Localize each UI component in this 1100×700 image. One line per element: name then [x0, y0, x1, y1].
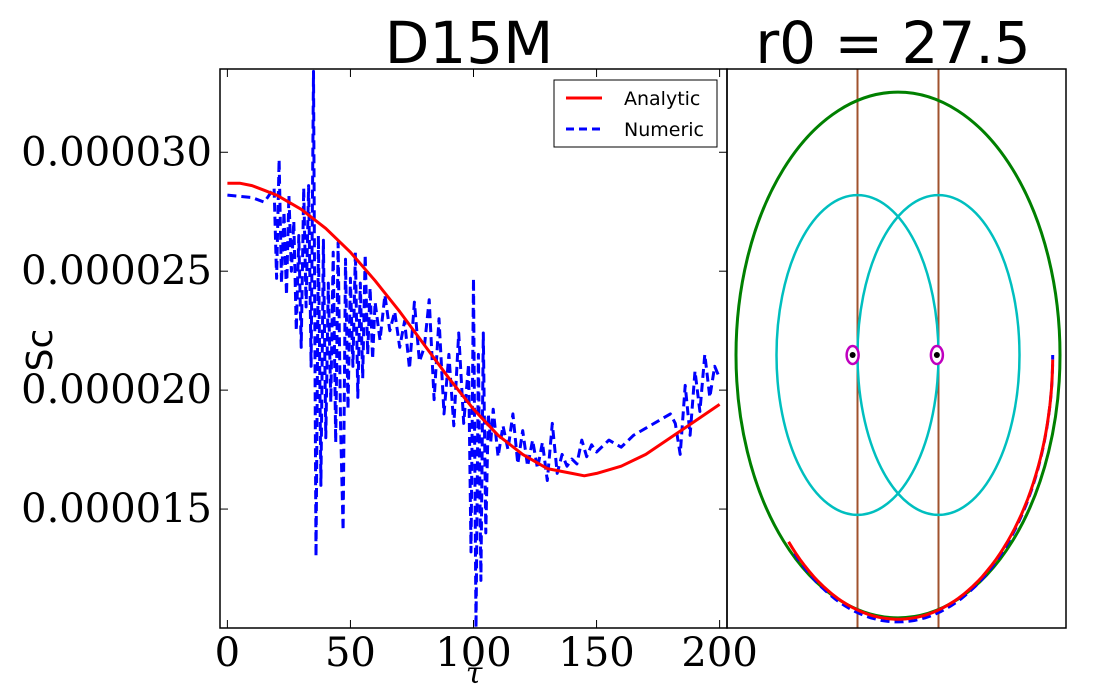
left-plot-title: D15M: [385, 9, 554, 77]
legend-label-analytic: Analytic: [624, 88, 700, 110]
y-tick-label: 0.000030: [21, 129, 212, 175]
analytic-arc: [787, 359, 1055, 621]
right-plot-frame: [726, 68, 1067, 629]
left-plot: D15M 0 50 100 150 200 0.000015 0.000020 0.00002…: [20, 9, 758, 691]
x-axis-label: τ: [466, 656, 483, 691]
left-plot-series: [227, 69, 721, 628]
y-tick-label: 0.000020: [21, 367, 212, 413]
outer-ellipse: [734, 90, 1062, 620]
point-dot: [933, 352, 940, 358]
x-tick-label: 200: [681, 630, 757, 676]
series-line-analytic: [227, 181, 721, 478]
y-axis-label: Sc: [20, 329, 61, 372]
left-plot-frame: [219, 68, 728, 629]
left-plot-ticks: 0 50 100 150 200 0.000015 0.000020 0.000025 0.00…: [21, 69, 758, 676]
legend: Analytic Numeric: [553, 79, 718, 148]
x-tick-label: 100: [435, 630, 511, 676]
right-plot-title: r0 = 27.5: [755, 9, 1030, 77]
right-plot-shapes: [734, 69, 1062, 628]
y-tick-label: 0.000015: [21, 486, 212, 532]
x-tick-label: 150: [558, 630, 634, 676]
series-line-numeric: [227, 69, 721, 628]
y-tick-label: 0.000025: [21, 248, 212, 294]
numeric-arc: [793, 354, 1055, 624]
diagram-group: [734, 69, 1062, 628]
x-tick-label: 50: [325, 630, 376, 676]
right-plot: r0 = 27.5: [726, 9, 1067, 629]
legend-label-numeric: Numeric: [624, 119, 704, 141]
legend-box: [553, 79, 718, 148]
point-dot: [849, 352, 856, 358]
x-tick-label: 0: [215, 630, 240, 676]
